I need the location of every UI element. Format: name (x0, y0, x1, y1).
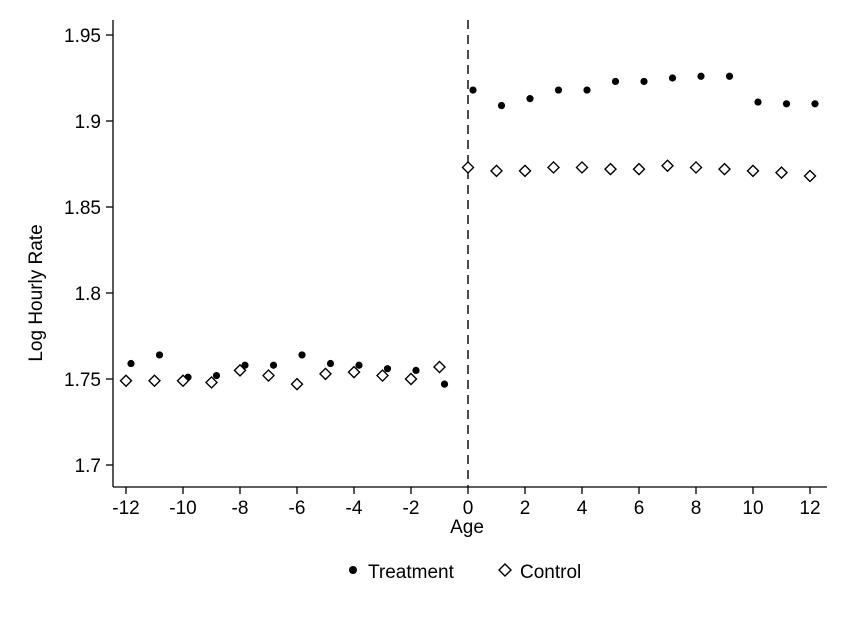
control-point (575, 160, 589, 174)
control-point (262, 369, 275, 383)
legend-treatment-label: Treatment (368, 562, 455, 583)
control-point (746, 164, 760, 178)
y-tick-label: 1.8 (75, 284, 101, 305)
x-tick-label: 0 (463, 498, 474, 519)
x-tick-label: -12 (112, 498, 139, 519)
y-tick-label: 1.95 (64, 26, 101, 47)
legend-control-marker (498, 563, 512, 577)
control-point (376, 369, 389, 383)
data-series (119, 72, 819, 391)
control-point (233, 363, 247, 377)
treatment-point (497, 101, 506, 110)
x-tick-label: -8 (232, 498, 249, 519)
x-tick-label: 12 (799, 498, 820, 519)
control-point (604, 162, 617, 176)
treatment-point (811, 100, 819, 108)
treatment-point (697, 72, 705, 80)
treatment-point (611, 77, 620, 86)
x-axis-title: Age (450, 517, 484, 538)
x-tick-label: 6 (634, 498, 645, 519)
y-tick-label: 1.9 (75, 112, 101, 133)
treatment-point (782, 100, 791, 108)
x-tick-label: 4 (577, 498, 588, 519)
control-point (148, 374, 161, 388)
legend-control-label: Control (520, 562, 581, 583)
legend-treatment-marker (349, 566, 357, 574)
treatment-point (754, 98, 762, 106)
control-point (547, 160, 560, 174)
control-point (404, 372, 418, 386)
x-axis-ticks: -12 -10 -8 -6 -4 -2 0 2 4 6 8 10 12 (112, 487, 821, 519)
control-point (319, 367, 332, 381)
treatment-point (469, 86, 477, 94)
treatment-point (583, 86, 591, 94)
y-tick-label: 1.75 (64, 370, 101, 391)
control-point (461, 160, 475, 174)
control-point (518, 164, 532, 178)
x-tick-label: 10 (742, 498, 763, 519)
treatment-point (326, 359, 335, 368)
treatment-point (212, 371, 221, 380)
control-point (718, 162, 731, 176)
treatment-point (668, 74, 677, 82)
treatment-point (269, 361, 278, 369)
y-axis-ticks: 1.7 1.75 1.8 1.85 1.9 1.95 (64, 26, 113, 477)
control-point (290, 377, 304, 391)
control-point (632, 162, 646, 176)
x-tick-label: -6 (289, 498, 306, 519)
treatment-point (554, 86, 563, 94)
treatment-point (383, 365, 392, 373)
control-point (803, 169, 817, 183)
y-tick-label: 1.7 (75, 456, 101, 477)
control-point (205, 375, 218, 389)
control-point (490, 164, 503, 178)
control-point (433, 360, 446, 374)
axes: 1.7 1.75 1.8 1.85 1.9 1.95 -12 -10 -8 -6 -4 -2 0 2 4 6… (64, 20, 827, 519)
series-control (119, 159, 817, 391)
control-point (775, 166, 788, 180)
x-tick-label: 8 (691, 498, 702, 519)
treatment-point (298, 351, 306, 359)
treatment-point (412, 366, 420, 374)
y-tick-label: 1.85 (64, 198, 101, 219)
control-point (347, 365, 361, 379)
treatment-point (440, 380, 449, 388)
control-point (661, 159, 674, 173)
treatment-point (241, 361, 249, 369)
treatment-point (526, 95, 534, 103)
x-tick-label: -2 (403, 498, 420, 519)
legend: Treatment Control (349, 562, 581, 583)
y-axis-title: Log Hourly Rate (26, 224, 47, 361)
series-treatment (127, 72, 819, 388)
x-tick-label: 2 (520, 498, 531, 519)
x-tick-label: -10 (169, 498, 196, 519)
treatment-point (127, 359, 135, 368)
treatment-point (155, 351, 164, 359)
treatment-point (355, 361, 363, 369)
x-tick-label: -4 (346, 498, 363, 519)
control-point (689, 160, 703, 174)
control-point (119, 374, 133, 388)
treatment-point (640, 77, 648, 86)
control-point (176, 374, 190, 388)
treatment-point (725, 72, 734, 80)
